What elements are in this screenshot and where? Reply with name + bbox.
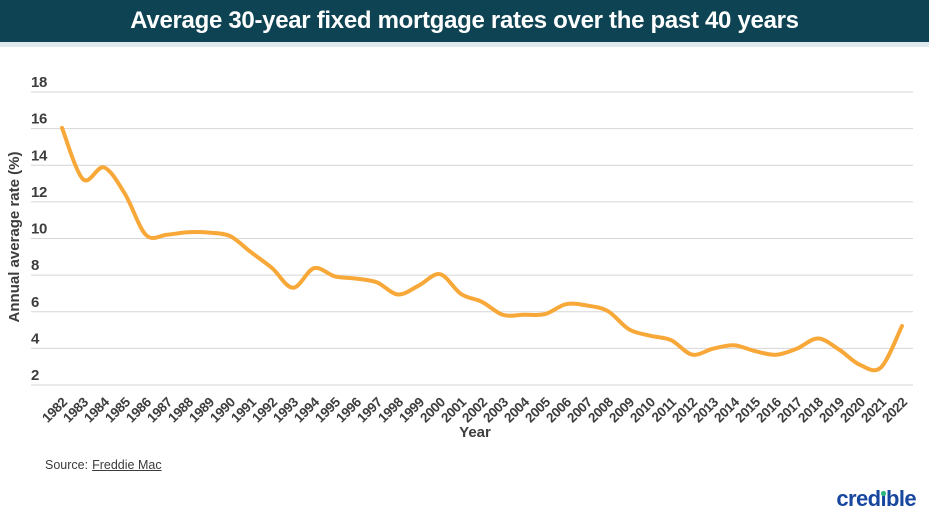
chart-title: Average 30-year fixed mortgage rates ove… xyxy=(130,7,799,34)
y-tick-label: 4 xyxy=(31,330,40,347)
source-prefix-label: Source: xyxy=(45,458,89,472)
y-tick-label: 6 xyxy=(31,294,39,311)
logo-text-left: cred xyxy=(836,486,881,511)
source-note: Source: Freddie Mac xyxy=(45,458,162,472)
y-tick-label: 18 xyxy=(31,74,47,91)
y-axis-title: Annual average rate (%) xyxy=(6,152,23,323)
title-bar: Average 30-year fixed mortgage rates ove… xyxy=(0,0,929,47)
logo-text-right: ble xyxy=(886,486,917,511)
gridlines xyxy=(31,91,913,386)
x-axis-title: Year xyxy=(459,424,491,441)
logo-letter-i: ı xyxy=(880,486,886,511)
credible-logo: credı ble xyxy=(836,488,916,510)
x-tick-labels: 1982198319841985198619871988198919901991… xyxy=(39,394,910,426)
y-tick-label: 2 xyxy=(31,367,39,384)
rate-line-series xyxy=(60,125,904,373)
x-tick-label: 2022 xyxy=(879,395,910,426)
y-tick-label: 10 xyxy=(31,221,47,238)
y-tick-labels: 18 16 14 12 10 8 6 4 2 xyxy=(31,74,48,384)
y-tick-label: 8 xyxy=(31,257,39,274)
source-link[interactable]: Freddie Mac xyxy=(92,458,162,472)
y-tick-label: 12 xyxy=(31,184,47,201)
y-tick-label: 16 xyxy=(31,111,47,128)
rate-line-chart: 18 16 14 12 10 8 6 4 2 1982198319841985198619871… xyxy=(6,74,913,441)
logo-i-dot xyxy=(880,491,886,496)
y-tick-label: 14 xyxy=(31,147,48,164)
